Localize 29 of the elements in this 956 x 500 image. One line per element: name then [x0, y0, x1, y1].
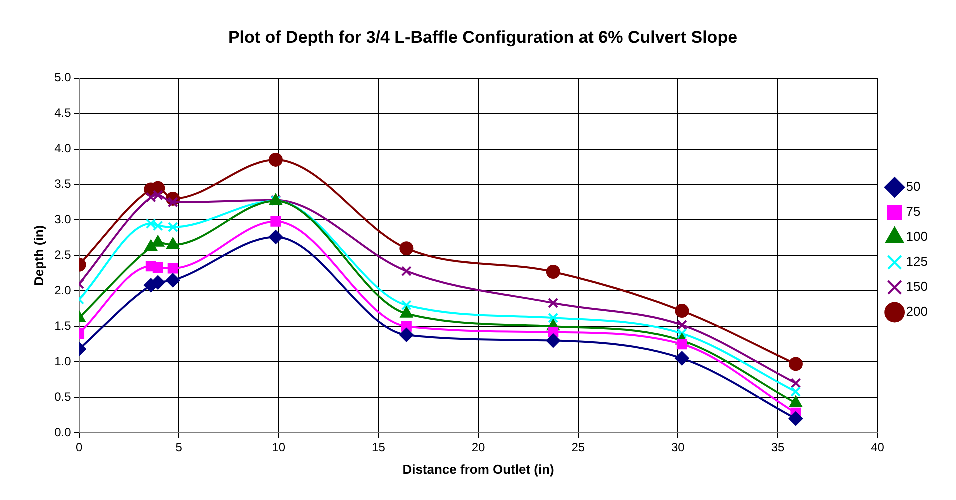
y-tick-label: 0.5 [54, 390, 72, 404]
legend-label: 50 [906, 179, 921, 194]
x-axis-title: Distance from Outlet (in) [402, 462, 554, 477]
x-tick-label: 20 [472, 440, 486, 455]
x-tick-label: 15 [372, 440, 386, 455]
y-tick-label: 4.0 [54, 142, 72, 156]
x-tick-label: 5 [176, 440, 183, 455]
legend-label: 125 [906, 254, 928, 270]
y-tick-label: 1.5 [54, 318, 72, 333]
x-tick-label: 30 [672, 440, 686, 455]
y-tick-label: 0.0 [54, 425, 72, 440]
x-tick-label: 40 [871, 440, 885, 455]
y-tick-label: 3.0 [54, 212, 72, 227]
y-axis-title: Depth (in) [31, 225, 46, 286]
x-tick-label: 35 [771, 440, 785, 455]
x-tick-label: 10 [272, 440, 286, 455]
legend-label: 75 [906, 204, 921, 220]
y-tick-label: 3.5 [54, 177, 72, 192]
x-tick-label: 25 [572, 440, 586, 455]
legend-label: 150 [906, 279, 928, 294]
y-tick-label: 1.0 [54, 354, 72, 368]
legend-label: 100 [906, 229, 928, 244]
y-tick-label: 4.5 [54, 106, 72, 120]
y-tick-label: 5.0 [54, 70, 72, 85]
y-tick-label: 2.0 [54, 283, 72, 298]
x-tick-label: 0 [76, 440, 83, 455]
chart-title: Plot of Depth for 3/4 L-Baffle Configuration at 6% Culvert Slope [228, 28, 738, 47]
legend-label: 200 [906, 304, 928, 320]
y-tick-label: 2.5 [54, 248, 72, 262]
